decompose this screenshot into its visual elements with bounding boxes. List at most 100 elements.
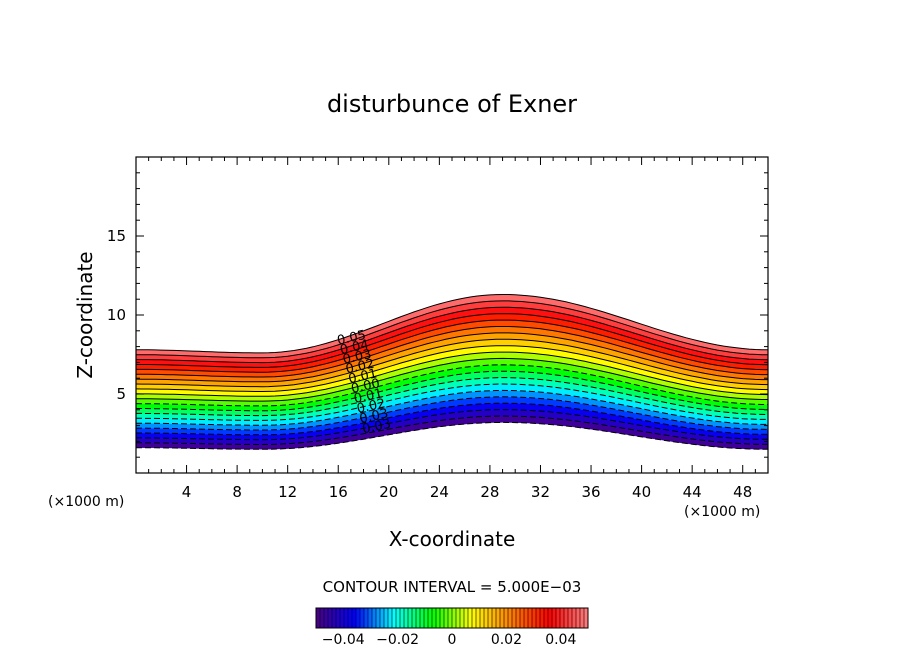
contour-line (135, 332, 768, 383)
colorbar-segment (348, 608, 353, 628)
colorbar-segment (396, 608, 401, 628)
colorbar-segment (316, 608, 321, 628)
colorbar-segment (452, 608, 457, 628)
x-tick-label: 20 (379, 483, 398, 501)
colorbar-segment (440, 608, 445, 628)
contour-line (135, 351, 769, 397)
colorbar-segment (400, 608, 405, 628)
colorbar-segment (448, 608, 453, 628)
colorbar-segment (420, 608, 425, 628)
contour-line (136, 294, 769, 354)
colorbar-segment (436, 608, 441, 628)
contour-label: 0.03 (342, 347, 373, 368)
colorbar-segment (352, 608, 357, 628)
colorbar-segment (392, 608, 397, 628)
colorbar-segment (544, 608, 549, 628)
contour-label-layer: 0.050.040.030.020.010.000.010.020.030.03 (336, 328, 393, 437)
colorbar-segment (372, 608, 377, 628)
colorbar-segment (376, 608, 381, 628)
colorbar-segment (432, 608, 437, 628)
x-tick-label: 40 (632, 483, 651, 501)
x-tick-label: 32 (531, 483, 550, 501)
colorbar-segment (516, 608, 521, 628)
colorbar-segment (364, 608, 369, 628)
x-unit-left: (×1000 m) (48, 494, 124, 510)
colorbar-segment (444, 608, 449, 628)
x-tick-label: 48 (733, 483, 752, 501)
contour-line (136, 313, 769, 368)
colorbar-segment (572, 608, 577, 628)
contour-label: 0.04 (339, 337, 370, 358)
colorbar-segment (460, 608, 465, 628)
y-tick-label: 10 (107, 306, 126, 324)
colorbar-segment (536, 608, 541, 628)
colorbar-segment (356, 608, 361, 628)
colorbar-segment (508, 608, 513, 628)
colorbar-segment (548, 608, 553, 628)
colorbar-segment (384, 608, 389, 628)
colorbar-segment (568, 608, 573, 628)
colorbar (315, 608, 589, 628)
colorbar-segment (552, 608, 557, 628)
colorbar-tick-label: 0.02 (491, 632, 522, 648)
colorbar-tick-label: −0.02 (376, 632, 419, 648)
contour-line (136, 389, 768, 426)
contour-line (136, 377, 769, 417)
colorbar-segment (524, 608, 529, 628)
colorbar-segment (424, 608, 429, 628)
x-tick-label: 24 (430, 483, 449, 501)
contour-label: 0.03 (361, 417, 392, 438)
colorbar-segment (488, 608, 493, 628)
colorbar-segment (500, 608, 505, 628)
colorbar-segment (412, 608, 417, 628)
x-tick-label: 36 (581, 483, 600, 501)
contour-line (136, 396, 769, 431)
x-axis-label: X-coordinate (389, 527, 516, 551)
colorbar-segment (336, 608, 341, 628)
colorbar-segment (496, 608, 501, 628)
colorbar-tick-label: 0.04 (545, 632, 576, 648)
colorbar-segment (532, 608, 537, 628)
colorbar-segment (564, 608, 569, 628)
x-unit-right: (×1000 m) (684, 504, 760, 520)
x-tick-label: 8 (232, 483, 242, 501)
colorbar-segment (480, 608, 485, 628)
colorbar-segment (504, 608, 509, 628)
contour-interval-label: CONTOUR INTERVAL = 5.000E−03 (323, 578, 582, 596)
contour-line (135, 338, 769, 388)
colorbar-tick-label: −0.04 (322, 632, 365, 648)
colorbar-segment (520, 608, 525, 628)
contour-line (136, 326, 768, 378)
colorbar-segment (324, 608, 329, 628)
colorbar-segment (484, 608, 489, 628)
colorbar-segment (468, 608, 473, 628)
chart-title: disturbunce of Exner (327, 90, 577, 118)
colorbar-segment (584, 608, 589, 628)
colorbar-segment (404, 608, 409, 628)
x-tick-label: 12 (278, 483, 297, 501)
colorbar-segment (320, 608, 325, 628)
colorbar-segment (456, 608, 461, 628)
contour-line (136, 402, 769, 436)
colorbar-tick-labels: −0.04 −0.02 0 0.02 0.04 (322, 632, 577, 648)
colorbar-segment (388, 608, 393, 628)
colorbar-segment (580, 608, 585, 628)
contour-line (136, 383, 768, 421)
y-tick-label: 5 (116, 385, 126, 403)
contour-line (135, 357, 768, 402)
colorbar-segment (464, 608, 469, 628)
colorbar-segment (416, 608, 421, 628)
y-tick-label: 15 (107, 227, 126, 245)
colorbar-segment (476, 608, 481, 628)
colorbar-segment (428, 608, 433, 628)
contour-line (135, 345, 769, 392)
colorbar-segment (472, 608, 477, 628)
colorbar-segment (556, 608, 561, 628)
contour-line (136, 306, 769, 364)
contour-line (135, 364, 768, 407)
contour-label: 0.01 (353, 386, 384, 407)
contour-label: 0.00 (350, 376, 381, 397)
contour-label: 0.01 (347, 366, 378, 387)
contour-label: 0.02 (355, 396, 386, 417)
